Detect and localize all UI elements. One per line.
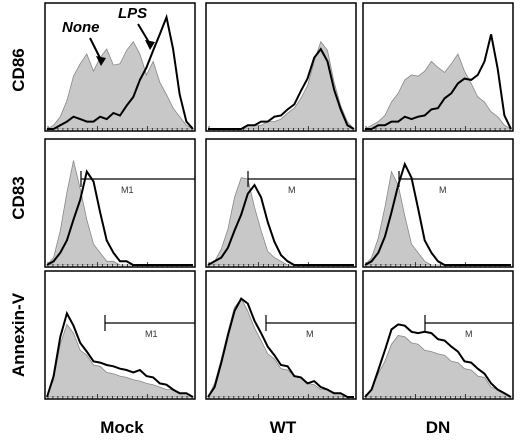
panel-annexin-v-mock: M1 [44,270,196,400]
gate-marker [247,171,356,187]
gate-label: M1 [121,185,134,195]
histogram-panels: M1 M M M1 M M [44,2,514,400]
annotation-none: None [62,19,100,36]
series-lps-line [364,161,511,266]
column-label-dn: DN [426,418,451,437]
gate-marker [424,315,513,331]
series-none-area [45,40,195,130]
column-label-mock: Mock [100,418,144,437]
row-label-cd83: CD83 [9,176,28,219]
panel-annexin-v-dn: M [362,270,514,400]
series-lps-line [365,34,512,130]
annotation-lps: LPS [118,5,147,22]
gate-label: M [465,329,473,339]
gate-label: M [306,329,314,339]
series-none-area [364,335,513,398]
series-lps-line [46,169,193,266]
series-lps-line [46,310,194,398]
series-lps-line [47,13,194,130]
gate-marker [80,171,195,187]
gate-marker [104,315,195,331]
annotation-arrows [89,23,155,66]
series-none-area [363,53,513,130]
gate-label: M1 [145,329,158,339]
series-lps-line [207,297,354,398]
panel-cd83-dn: M [362,138,514,268]
series-lps-line [208,47,355,130]
row-label-cd86: CD86 [9,48,28,91]
gate-label: M [439,185,447,195]
panel-cd86-dn [362,2,514,132]
column-label-wt: WT [270,418,297,437]
panel-cd83-mock: M1 [44,138,196,268]
panel-annexin-v-wt: M [205,270,357,400]
gate-marker [398,171,513,187]
gate-marker [265,315,356,331]
panel-cd86-mock [44,2,196,132]
series-lps-line [207,183,354,266]
row-label-annexin-v: Annexin-V [9,292,28,377]
gate-label: M [288,185,296,195]
panel-cd86-wt [205,2,357,132]
panel-cd83-wt: M [205,138,357,268]
series-lps-line [364,323,512,398]
